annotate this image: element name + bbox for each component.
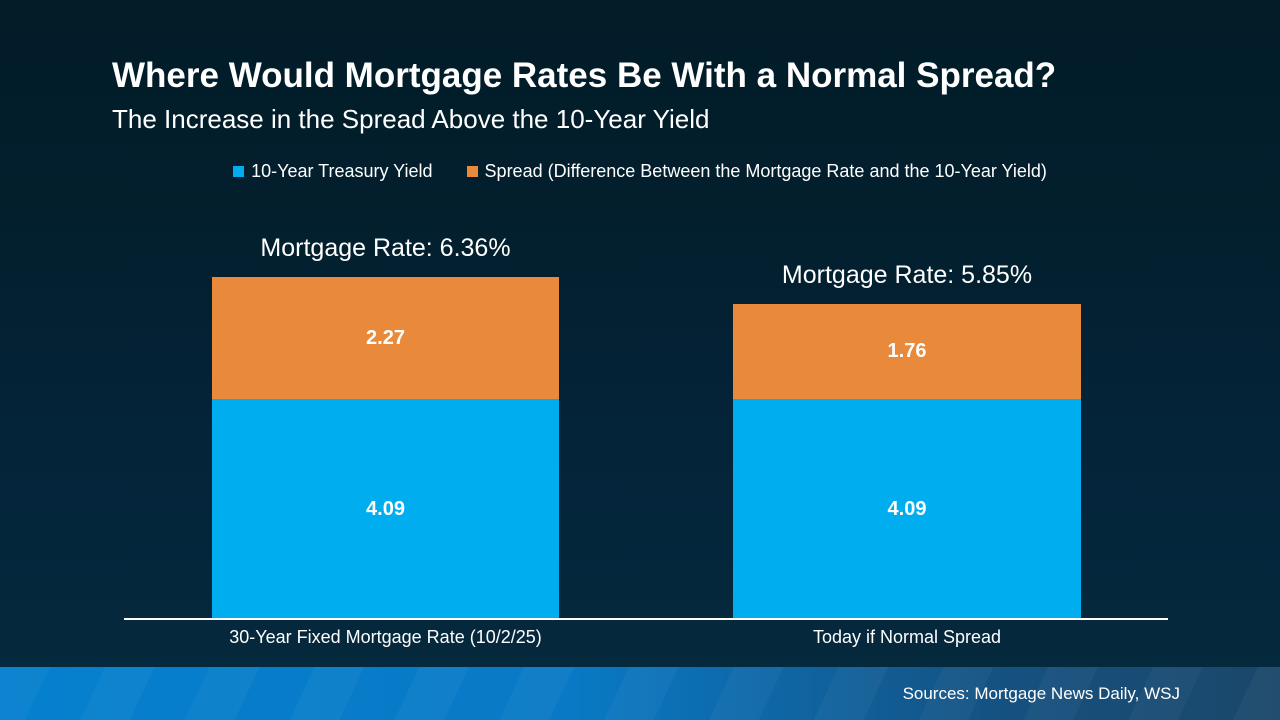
footer-bar: Sources: Mortgage News Daily, WSJ: [0, 667, 1280, 720]
legend-item-treasury-yield: 10-Year Treasury Yield: [233, 161, 433, 182]
spread-value-current: 2.27: [366, 326, 405, 349]
category-label-normal: Today if Normal Spread: [812, 627, 1002, 647]
stacked-bar-normal: 1.76 4.09: [733, 304, 1081, 619]
chart-legend: 10-Year Treasury Yield Spread (Differenc…: [0, 161, 1280, 182]
spread-segment-normal: 1.76: [733, 304, 1081, 399]
x-axis-line: [124, 618, 1168, 620]
legend-label-spread: Spread (Difference Between the Mortgage …: [484, 161, 1047, 181]
sources-text: Sources: Mortgage News Daily, WSJ: [902, 683, 1180, 703]
mortgage-rate-label-normal: Mortgage Rate: 5.85%: [781, 261, 1033, 289]
legend-item-spread: Spread (Difference Between the Mortgage …: [466, 161, 1047, 182]
bar-column-current: Mortgage Rate: 6.36% 2.27 4.09: [212, 234, 559, 619]
yield-segment-current: 4.09: [212, 399, 559, 619]
category-label-current: 30-Year Fixed Mortgage Rate (10/2/25): [229, 627, 542, 647]
legend-swatch-orange-icon: [466, 166, 478, 177]
yield-value-current: 4.09: [366, 497, 405, 520]
chart-subtitle: The Increase in the Spread Above the 10-…: [112, 104, 710, 134]
spread-segment-current: 2.27: [212, 277, 559, 399]
stacked-bar-current: 2.27 4.09: [212, 277, 559, 619]
mortgage-rate-label-current: Mortgage Rate: 6.36%: [260, 234, 511, 262]
bar-column-normal-spread: Mortgage Rate: 5.85% 1.76 4.09: [733, 261, 1081, 619]
yield-segment-normal: 4.09: [733, 399, 1081, 619]
chart-title: Where Would Mortgage Rates Be With a Nor…: [112, 56, 1057, 95]
yield-value-normal: 4.09: [887, 497, 927, 520]
spread-value-normal: 1.76: [887, 340, 927, 362]
legend-swatch-blue-icon: [233, 166, 245, 177]
legend-label-treasury-yield: 10-Year Treasury Yield: [251, 161, 433, 181]
